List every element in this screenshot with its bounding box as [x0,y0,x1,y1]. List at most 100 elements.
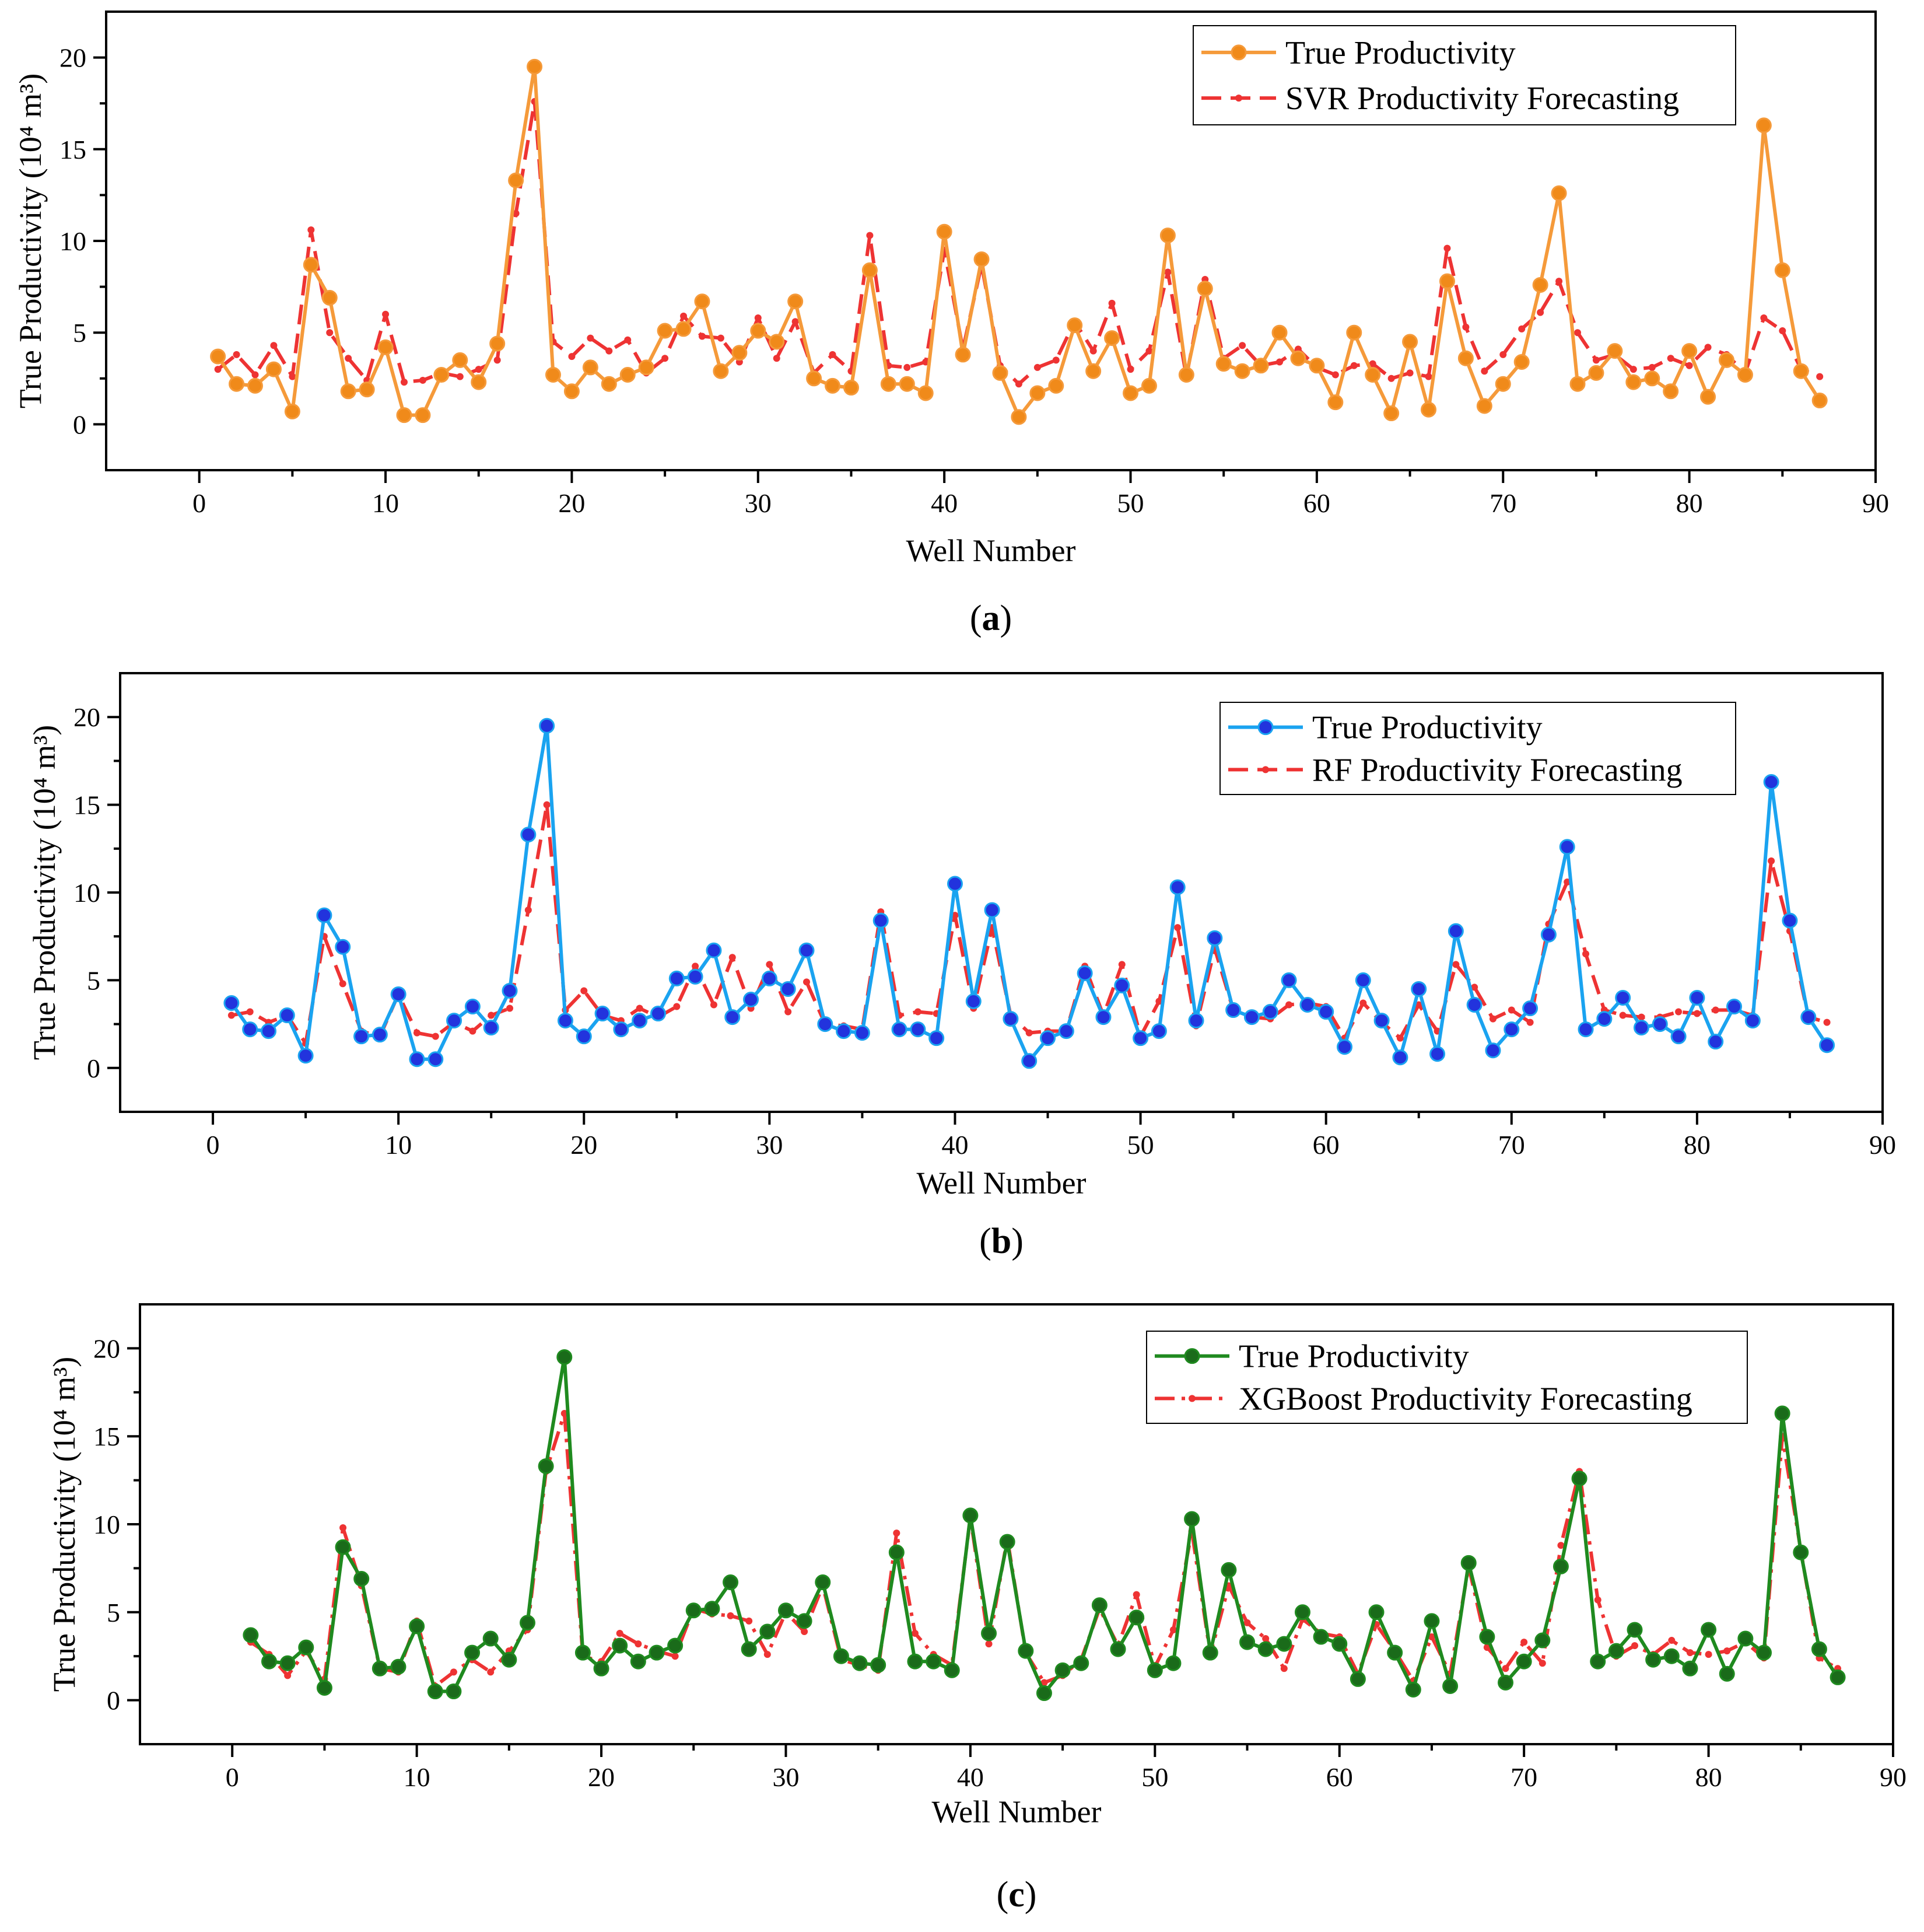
true-point [870,1657,886,1673]
true-point [723,1574,739,1591]
forecast-point [326,329,334,337]
true-point [1147,1662,1163,1678]
x-tick-label: 30 [745,488,772,518]
forecast-point [1723,1647,1731,1655]
forecast-point [1169,1626,1177,1633]
true-point [593,1660,609,1676]
y-tick-label: 15 [59,135,86,164]
true-point [1331,1636,1348,1652]
x-tick-label: 0 [206,1130,220,1160]
true-point [519,1615,535,1631]
true-point [1800,1009,1817,1026]
forecast-point [1594,1596,1601,1604]
forecast-point [382,310,390,318]
forecast-point [512,209,520,217]
true-point [1495,376,1511,392]
true-point [1819,1037,1835,1054]
forecast-point [1396,1034,1404,1042]
true-point [888,1544,905,1560]
x-tick-label: 10 [404,1762,430,1792]
forecast-point [1648,363,1656,371]
true-point [1448,923,1464,939]
true-point [1596,1011,1613,1027]
forecast-point [605,347,613,355]
forecast-point [727,1612,734,1619]
true-point [1178,367,1194,383]
true-point [446,1684,462,1700]
true-point [1257,1641,1274,1657]
forecast-point [580,987,588,995]
true-point [1569,376,1586,392]
x-tick-label: 10 [372,488,399,518]
forecast-point [1668,1637,1676,1644]
true-point [520,827,537,843]
forecast-point [903,363,911,371]
true-point [1442,1678,1459,1694]
true-point [247,377,263,394]
forecast-point [339,980,346,988]
true-point [1744,1013,1761,1029]
true-point [675,321,692,337]
forecast-point [829,351,836,358]
y-tick-label: 5 [73,318,86,348]
true-point [1811,1641,1827,1657]
forecast-point [1471,984,1478,991]
forecast-point [1280,1665,1288,1672]
forecast-point [1675,1008,1683,1016]
y-tick-label: 10 [93,1510,120,1539]
forecast-point [673,1003,681,1010]
forecast-point [493,356,501,364]
true-point [713,363,729,379]
true-point [298,1639,314,1656]
true-point [1811,393,1828,409]
true-point [427,1051,444,1068]
forecast-point [1127,366,1134,373]
forecast-point [717,334,724,342]
y-tick-label: 0 [107,1686,120,1716]
true-point [1309,358,1325,374]
true-point [1085,363,1102,379]
forecast-point [1239,342,1246,349]
true-point [1405,1682,1421,1698]
forecast-point [911,1629,919,1637]
legend-forecast-label: XGBoost Productivity Forecasting [1239,1381,1692,1417]
true-point [1411,981,1427,997]
true-point [1313,1629,1329,1645]
forecast-point [251,371,259,379]
y-tick-label: 20 [59,43,86,73]
true-point [353,1570,370,1587]
forecast-point [1685,362,1693,369]
forecast-point [624,336,632,344]
forecast-point [1537,309,1544,316]
legend-forecast-marker [1189,1395,1196,1402]
true-point [409,1618,425,1634]
true-point [261,1653,277,1670]
legend-forecast-marker [1262,766,1269,774]
forecast-point [1520,1639,1528,1646]
forecast-line [216,100,1821,386]
true-point [1239,1634,1256,1650]
true-point [1021,1053,1038,1069]
true-point [1336,1039,1352,1055]
true-point [279,1655,296,1671]
true-point [962,1507,979,1524]
true-point [704,1601,720,1617]
true-point [1737,1630,1754,1647]
true-point [1202,1644,1218,1661]
true-point [340,383,356,400]
legend-forecast-label: RF Productivity Forecasting [1312,752,1683,788]
true-point [1011,409,1027,425]
true-point [1095,1009,1112,1026]
x-tick-label: 80 [1695,1762,1722,1792]
true-point [907,1653,923,1670]
true-point [1114,977,1130,993]
true-point [1165,1655,1182,1671]
forecast-point [893,1530,900,1537]
true-point [1608,1643,1624,1659]
true-point [612,1637,628,1654]
true-point [1578,1021,1594,1038]
forecast-point [1033,363,1041,371]
true-point [539,718,555,734]
true-point [861,262,878,278]
x-tick-label: 50 [1127,1130,1154,1160]
